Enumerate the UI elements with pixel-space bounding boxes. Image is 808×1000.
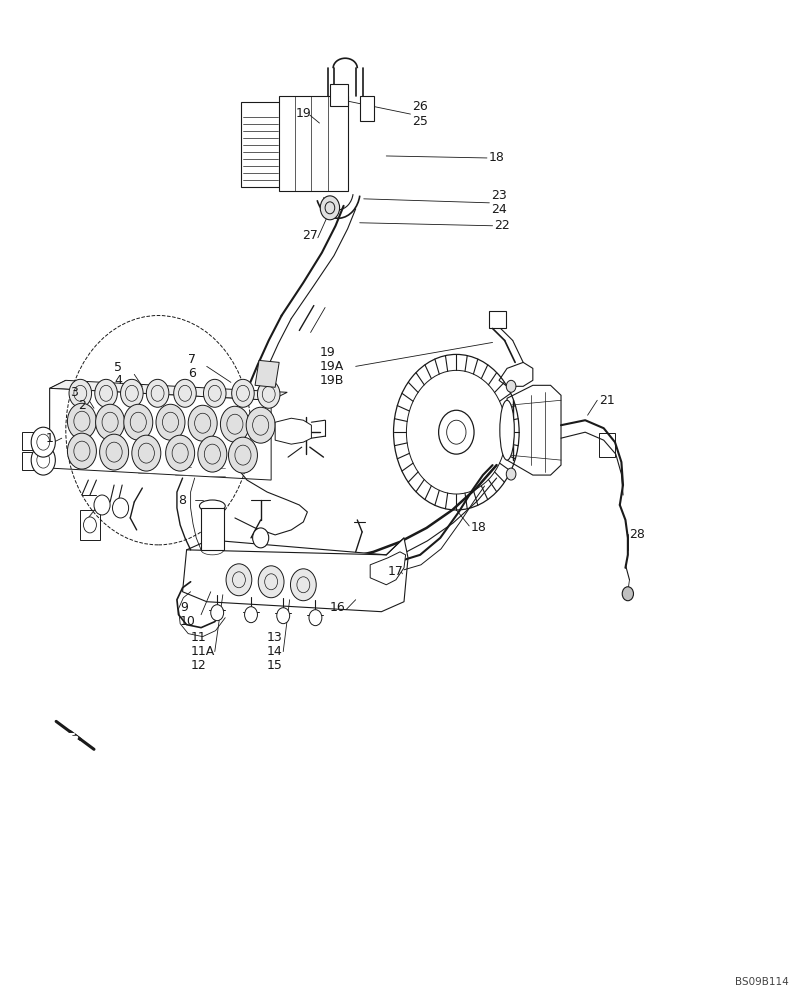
Text: 23: 23 — [491, 189, 507, 202]
Text: 9: 9 — [180, 601, 188, 614]
Text: 10: 10 — [180, 615, 196, 628]
Text: 5: 5 — [114, 361, 122, 374]
Text: 19A: 19A — [319, 360, 343, 373]
Circle shape — [204, 379, 226, 407]
Circle shape — [112, 498, 128, 518]
Text: 2: 2 — [78, 399, 86, 412]
Polygon shape — [370, 552, 406, 585]
Ellipse shape — [500, 400, 515, 460]
Circle shape — [507, 380, 516, 392]
Circle shape — [95, 379, 117, 407]
Polygon shape — [183, 538, 408, 612]
Circle shape — [622, 587, 633, 601]
Bar — [242, 102, 280, 187]
Text: 11A: 11A — [191, 645, 215, 658]
Polygon shape — [50, 388, 271, 480]
Text: 22: 22 — [494, 219, 510, 232]
Circle shape — [94, 495, 110, 515]
Polygon shape — [507, 385, 561, 475]
Circle shape — [309, 610, 322, 626]
Bar — [360, 96, 374, 121]
Text: 13: 13 — [267, 631, 283, 644]
Text: 18: 18 — [489, 151, 504, 164]
Text: 16: 16 — [330, 601, 346, 614]
Circle shape — [69, 379, 91, 407]
Polygon shape — [50, 380, 65, 468]
Text: 12: 12 — [191, 659, 206, 672]
Circle shape — [32, 427, 55, 457]
Text: 15: 15 — [267, 659, 283, 672]
Circle shape — [32, 445, 55, 475]
Text: 28: 28 — [629, 528, 646, 541]
Circle shape — [229, 437, 258, 473]
Circle shape — [221, 406, 250, 442]
Circle shape — [245, 607, 258, 623]
Bar — [280, 96, 347, 191]
Text: 19B: 19B — [319, 374, 344, 387]
Circle shape — [226, 564, 252, 596]
Text: 11: 11 — [191, 631, 206, 644]
Circle shape — [83, 517, 96, 533]
Polygon shape — [276, 418, 311, 444]
Circle shape — [261, 364, 274, 380]
Circle shape — [232, 379, 255, 407]
Circle shape — [211, 605, 224, 621]
Circle shape — [253, 528, 269, 548]
Text: 27: 27 — [301, 229, 318, 242]
Text: 3: 3 — [69, 386, 78, 399]
Circle shape — [156, 404, 185, 440]
Circle shape — [507, 468, 516, 480]
Text: 19: 19 — [319, 346, 335, 359]
Circle shape — [277, 608, 289, 624]
Text: 26: 26 — [412, 100, 427, 113]
Circle shape — [67, 433, 96, 469]
Circle shape — [166, 435, 195, 471]
Bar — [489, 311, 507, 328]
Circle shape — [259, 566, 284, 598]
Text: 6: 6 — [188, 367, 196, 380]
Bar — [22, 452, 44, 470]
Text: 4: 4 — [114, 374, 122, 387]
Circle shape — [198, 436, 227, 472]
Text: 7: 7 — [188, 353, 196, 366]
Circle shape — [258, 380, 280, 408]
Polygon shape — [255, 360, 280, 387]
Circle shape — [124, 404, 153, 440]
Text: 21: 21 — [599, 394, 615, 407]
Ellipse shape — [200, 500, 225, 512]
Bar — [22, 432, 44, 450]
Circle shape — [290, 569, 316, 601]
Text: 14: 14 — [267, 645, 283, 658]
Text: 25: 25 — [412, 115, 428, 128]
Circle shape — [246, 407, 276, 443]
Polygon shape — [50, 380, 287, 400]
Text: BS09B114: BS09B114 — [735, 977, 789, 987]
Circle shape — [439, 410, 474, 454]
Bar — [330, 84, 347, 106]
Polygon shape — [499, 362, 532, 386]
Ellipse shape — [201, 503, 224, 513]
Circle shape — [146, 379, 169, 407]
Text: 8: 8 — [179, 494, 187, 507]
Circle shape — [188, 405, 217, 441]
Circle shape — [132, 435, 161, 471]
Text: 17: 17 — [388, 565, 404, 578]
Text: 18: 18 — [471, 521, 486, 534]
Circle shape — [120, 379, 143, 407]
Bar — [80, 510, 100, 540]
Bar — [201, 508, 224, 550]
Ellipse shape — [201, 545, 224, 555]
Circle shape — [99, 434, 128, 470]
Circle shape — [67, 403, 96, 439]
Text: 24: 24 — [491, 203, 507, 216]
Circle shape — [320, 196, 339, 220]
Text: 19: 19 — [295, 107, 311, 120]
Circle shape — [174, 379, 196, 407]
Text: 1: 1 — [46, 432, 53, 445]
Bar — [599, 433, 615, 457]
Circle shape — [95, 404, 124, 440]
